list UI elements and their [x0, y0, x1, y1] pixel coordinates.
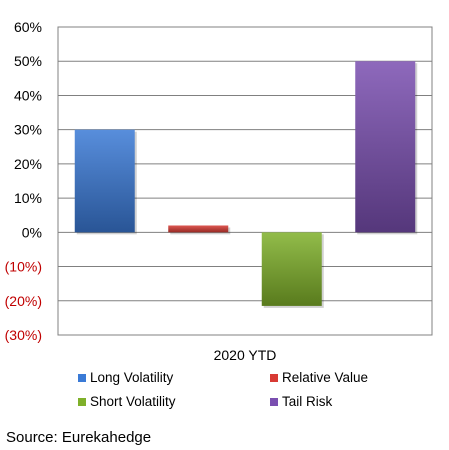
y-tick-label: (30%): [5, 327, 42, 343]
legend-item: Tail Risk: [270, 394, 332, 409]
plot-area-frame: [57, 26, 433, 336]
x-category-label: 2020 YTD: [214, 347, 277, 363]
bar-relative-value: [168, 225, 229, 233]
y-tick-label: 30%: [14, 122, 42, 138]
bar-chart: 60% 50% 40% 30% 20% 10% 0% (10%) (20%) (30%) 2020…: [5, 19, 433, 363]
legend-item: Short Volatility: [78, 394, 176, 409]
legend-label: Relative Value: [282, 370, 369, 385]
legend-label: Short Volatility: [90, 394, 176, 409]
bar-short-volatility: [261, 232, 322, 306]
y-axis-ticks: 60% 50% 40% 30% 20% 10% 0% (10%) (20%) (30%): [5, 19, 42, 343]
source-note: Source: Eurekahedge: [6, 429, 152, 446]
y-tick-label: (10%): [5, 259, 42, 275]
bar-tail-risk: [355, 61, 416, 233]
y-tick-label: 50%: [14, 53, 42, 69]
legend-label: Tail Risk: [282, 394, 333, 409]
legend: Long Volatility Relative Value Short Volat…: [78, 370, 448, 420]
legend-swatch: [78, 373, 86, 382]
legend-item: Relative Value: [270, 370, 368, 385]
y-tick-label: 60%: [14, 19, 42, 35]
y-tick-label: 20%: [14, 156, 42, 172]
legend-swatch: [270, 397, 278, 406]
bar-long-volatility: [74, 129, 135, 233]
legend-label: Long Volatility: [90, 370, 174, 385]
legend-item: Long Volatility: [78, 370, 173, 385]
y-tick-label: 0%: [22, 224, 42, 240]
y-tick-label: 40%: [14, 87, 42, 103]
legend-swatch: [270, 373, 278, 382]
y-tick-label: 10%: [14, 190, 42, 206]
y-tick-label: (20%): [5, 293, 42, 309]
legend-swatch: [78, 397, 86, 406]
bars: [74, 61, 418, 308]
